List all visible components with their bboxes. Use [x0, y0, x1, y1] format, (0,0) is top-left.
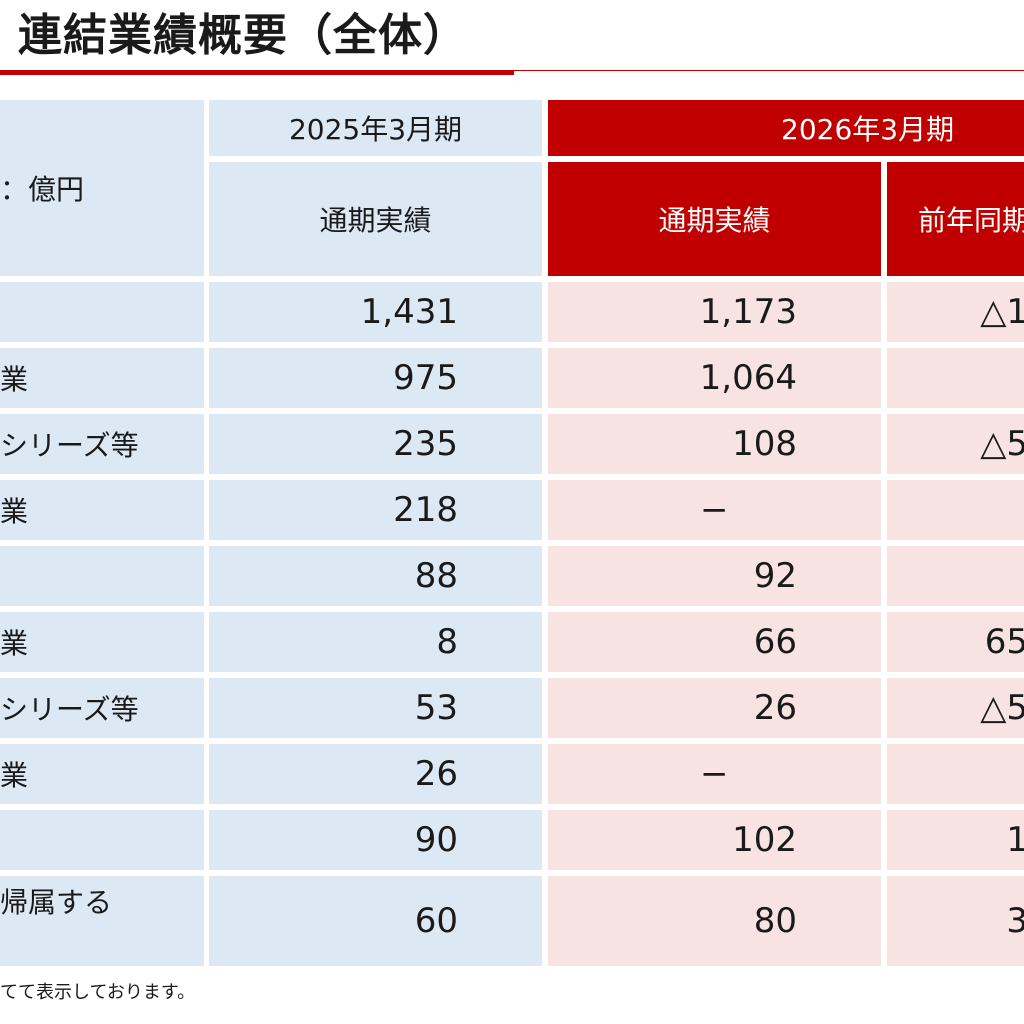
row-label-cell: 業	[0, 480, 204, 540]
row-label-cell	[0, 546, 204, 606]
fy2026-value: −	[700, 754, 729, 794]
row-label: 帰属する	[0, 886, 113, 919]
fy2026-value-cell: −	[548, 744, 881, 804]
fy2025-value: 975	[393, 358, 458, 398]
col-yoy-text: 前年同期	[918, 204, 1024, 237]
yoy-value-cell: △1	[887, 282, 1024, 342]
fy2025-value-cell: 53	[209, 678, 542, 738]
fy2026-value-cell: 80	[548, 876, 881, 966]
unit-label: ：億円	[0, 173, 85, 206]
yoy-value-cell	[887, 480, 1024, 540]
fy2025-value-cell: 218	[209, 480, 542, 540]
unit-header-cell: ：億円	[0, 100, 204, 276]
fy2026-value: 108	[732, 424, 797, 464]
row-label-cell: 帰属する	[0, 876, 204, 966]
col-fy2025-actual-text: 通期実績	[319, 204, 432, 237]
fy2026-value: 1,064	[699, 358, 797, 398]
row-label-cell	[0, 282, 204, 342]
yoy-value-cell	[887, 546, 1024, 606]
col-fy2026-actual: 通期実績	[548, 162, 881, 276]
fy2025-value-cell: 90	[209, 810, 542, 870]
yoy-value: 1	[1006, 820, 1024, 860]
yoy-value-cell: 3	[887, 876, 1024, 966]
fy2025-value: 218	[393, 490, 458, 530]
fy2025-value-cell: 975	[209, 348, 542, 408]
fy2026-header-text: 2026年3月期	[781, 113, 955, 146]
fy2025-value-cell: 1,431	[209, 282, 542, 342]
row-label-cell: シリーズ等	[0, 678, 204, 738]
title-underline-thin	[514, 70, 1024, 71]
yoy-value-cell	[887, 348, 1024, 408]
yoy-value-cell: 1	[887, 810, 1024, 870]
row-label-cell: シリーズ等	[0, 414, 204, 474]
fy2025-value: 1,431	[360, 292, 458, 332]
fy2026-value-cell: 102	[548, 810, 881, 870]
fy2025-value: 26	[414, 754, 458, 794]
title-underline-thick	[0, 70, 514, 75]
yoy-value: △5	[980, 688, 1024, 728]
fy2025-value: 53	[414, 688, 458, 728]
fy2026-value-cell: 1,173	[548, 282, 881, 342]
row-label-cell: 業	[0, 348, 204, 408]
yoy-value: 65	[984, 622, 1024, 662]
fy2025-value: 235	[393, 424, 458, 464]
yoy-value-cell: 65	[887, 612, 1024, 672]
yoy-value-cell: △5	[887, 414, 1024, 474]
row-label: 業	[0, 495, 29, 528]
fy2025-value: 60	[414, 901, 458, 941]
fy2025-value-cell: 60	[209, 876, 542, 966]
row-label: シリーズ等	[0, 693, 139, 726]
yoy-value: △1	[980, 292, 1024, 332]
page-title: 連結業績概要（全体）	[18, 10, 468, 61]
fy2026-header: 2026年3月期	[548, 100, 1024, 156]
col-yoy: 前年同期	[887, 162, 1024, 276]
fy2026-value: 66	[753, 622, 797, 662]
row-label: シリーズ等	[0, 429, 139, 462]
fy2026-value-cell: 92	[548, 546, 881, 606]
row-label-cell	[0, 810, 204, 870]
row-label: 業	[0, 363, 29, 396]
fy2026-value-cell: 108	[548, 414, 881, 474]
fy2025-value-cell: 88	[209, 546, 542, 606]
fy2026-value-cell: −	[548, 480, 881, 540]
yoy-value-cell	[887, 744, 1024, 804]
row-label-cell: 業	[0, 744, 204, 804]
fy2026-value-cell: 1,064	[548, 348, 881, 408]
row-label: 業	[0, 759, 29, 792]
fy2026-value: 102	[732, 820, 797, 860]
row-label-cell: 業	[0, 612, 204, 672]
col-fy2025-actual: 通期実績	[209, 162, 542, 276]
yoy-value-cell: △5	[887, 678, 1024, 738]
fy2025-header-text: 2025年3月期	[288, 113, 463, 146]
fy2026-value-cell: 66	[548, 612, 881, 672]
yoy-value: △5	[980, 424, 1024, 464]
fy2026-value: 80	[753, 901, 797, 941]
fy2025-value-cell: 8	[209, 612, 542, 672]
fy2025-value-cell: 235	[209, 414, 542, 474]
fy2026-value: −	[700, 490, 729, 530]
fy2025-value: 90	[414, 820, 458, 860]
footnote: てて表示しております。	[0, 982, 196, 1003]
fy2025-value-cell: 26	[209, 744, 542, 804]
col-fy2026-actual-text: 通期実績	[658, 204, 771, 237]
yoy-value: 3	[1006, 901, 1024, 941]
fy2025-value: 88	[414, 556, 458, 596]
fy2025-header: 2025年3月期	[209, 100, 542, 156]
fy2026-value: 1,173	[699, 292, 797, 332]
fy2026-value: 26	[753, 688, 797, 728]
fy2026-value-cell: 26	[548, 678, 881, 738]
row-label: 業	[0, 627, 29, 660]
fy2026-value: 92	[753, 556, 797, 596]
fy2025-value: 8	[436, 622, 458, 662]
